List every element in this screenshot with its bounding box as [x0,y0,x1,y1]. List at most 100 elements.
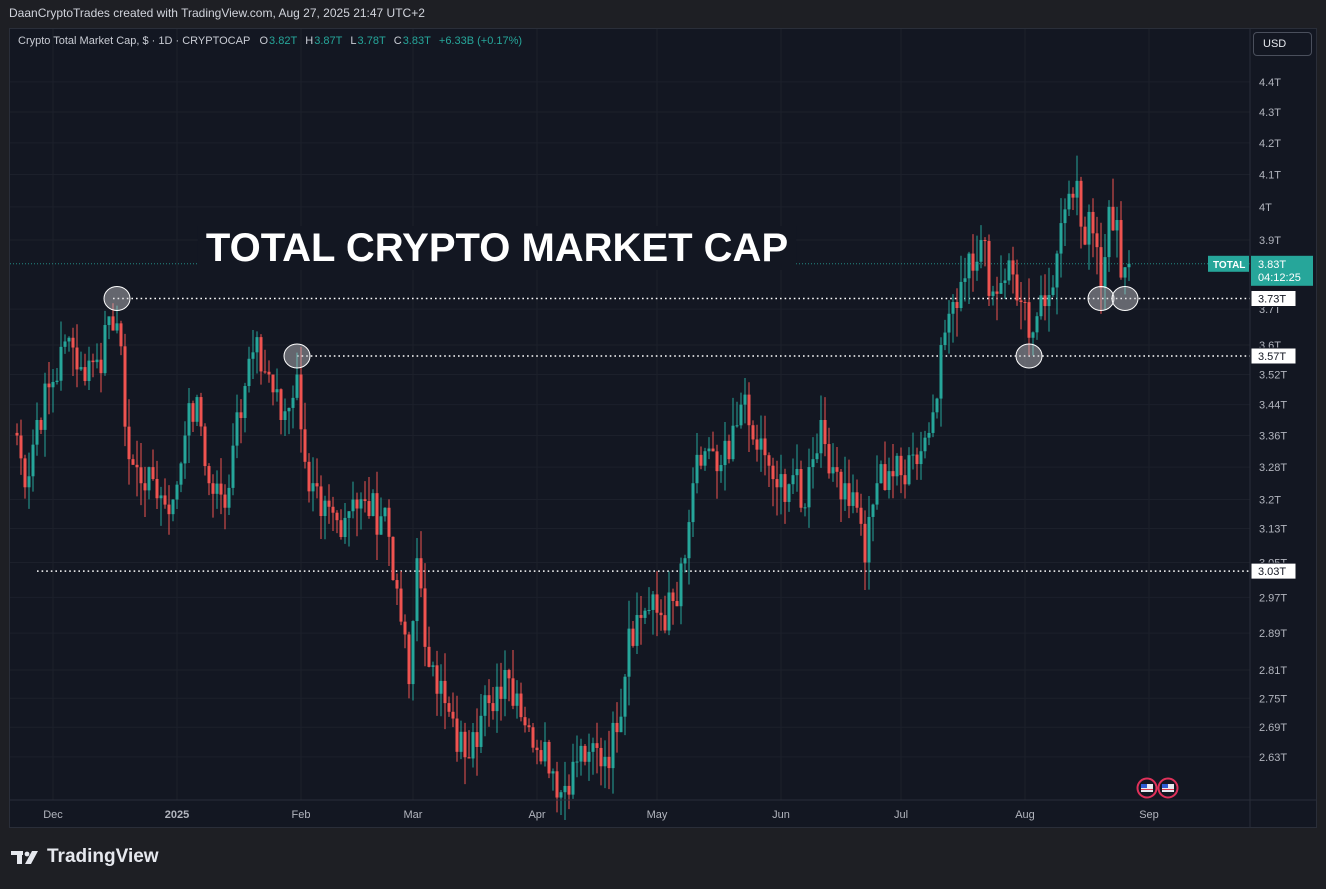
candle[interactable] [171,499,175,522]
candle[interactable] [263,349,267,374]
candle[interactable] [775,460,779,516]
candle[interactable] [75,324,79,388]
candle[interactable] [31,429,35,492]
candle[interactable] [959,255,963,312]
candle[interactable] [515,680,519,719]
candle[interactable] [95,343,99,369]
candle[interactable] [807,448,811,528]
candle[interactable] [483,685,487,737]
candle[interactable] [259,334,263,385]
candle[interactable] [871,503,875,542]
circled-touch-point[interactable] [1111,286,1139,312]
candle[interactable] [751,420,755,445]
candle[interactable] [1023,299,1027,321]
candle[interactable] [51,369,55,413]
candle[interactable] [363,481,367,513]
candle[interactable] [43,372,47,457]
candle[interactable] [135,440,139,497]
candle[interactable] [611,711,615,794]
candle[interactable] [703,447,707,471]
circled-touch-point[interactable] [1015,343,1043,369]
candle[interactable] [1055,250,1059,315]
candle[interactable] [23,454,27,499]
candle[interactable] [731,397,735,462]
candle[interactable] [571,743,575,799]
candle[interactable] [167,485,171,535]
candle[interactable] [979,225,983,269]
candle[interactable] [423,563,427,667]
candle[interactable] [455,695,459,762]
candle[interactable] [943,319,947,351]
candle[interactable] [331,496,335,532]
candle[interactable] [427,626,431,668]
candle[interactable] [111,303,115,331]
candle[interactable] [659,599,663,631]
candle[interactable] [351,481,355,519]
candle[interactable] [987,234,991,307]
candle[interactable] [451,692,455,728]
candle[interactable] [927,422,931,446]
candle[interactable] [915,447,919,480]
candle[interactable] [1119,201,1123,280]
candle[interactable] [219,458,223,515]
candle[interactable] [867,495,871,590]
candle[interactable] [39,417,43,434]
candle[interactable] [999,255,1003,295]
candle[interactable] [47,362,51,415]
candle[interactable] [1107,200,1111,272]
candle[interactable] [1051,275,1055,297]
candle[interactable] [507,668,511,702]
candle[interactable] [459,720,463,760]
candle[interactable] [435,650,439,716]
candle[interactable] [187,388,191,464]
candle[interactable] [491,686,495,720]
candle[interactable] [719,454,723,483]
candle[interactable] [815,433,819,464]
candle[interactable] [179,461,183,493]
candle[interactable] [783,468,787,524]
candle[interactable] [763,415,767,476]
candle[interactable] [875,455,879,510]
candle[interactable] [803,503,807,517]
candle[interactable] [175,481,179,509]
candle[interactable] [679,557,683,625]
candle[interactable] [535,739,539,765]
candle[interactable] [471,723,475,768]
candle[interactable] [555,761,559,813]
candle[interactable] [1099,222,1103,314]
candle[interactable] [375,471,379,561]
candle[interactable] [839,468,843,523]
candle[interactable] [811,437,815,489]
candle[interactable] [359,492,363,530]
candle[interactable] [591,737,595,775]
candle[interactable] [211,474,215,518]
candle[interactable] [903,459,907,499]
candle[interactable] [1091,198,1095,258]
candle[interactable] [1043,274,1047,321]
candle[interactable] [155,460,159,510]
candle[interactable] [83,353,87,386]
candle[interactable] [963,257,967,302]
candle[interactable] [575,735,579,778]
candle[interactable] [859,493,863,536]
candle[interactable] [27,452,31,509]
candle[interactable] [1067,180,1071,217]
candle[interactable] [599,737,603,786]
candle[interactable] [895,453,899,486]
candle[interactable] [123,333,127,447]
candle[interactable] [939,337,943,427]
candle[interactable] [631,621,635,648]
candle[interactable] [315,458,319,499]
candle[interactable] [923,430,927,459]
candle[interactable] [887,457,891,499]
candle[interactable] [495,663,499,733]
candle[interactable] [479,694,483,754]
candle[interactable] [239,399,243,444]
candle[interactable] [619,688,623,733]
candle[interactable] [1039,275,1043,320]
candle[interactable] [63,334,67,354]
candle[interactable] [607,730,611,790]
candle[interactable] [279,388,283,435]
candle[interactable] [151,449,155,481]
